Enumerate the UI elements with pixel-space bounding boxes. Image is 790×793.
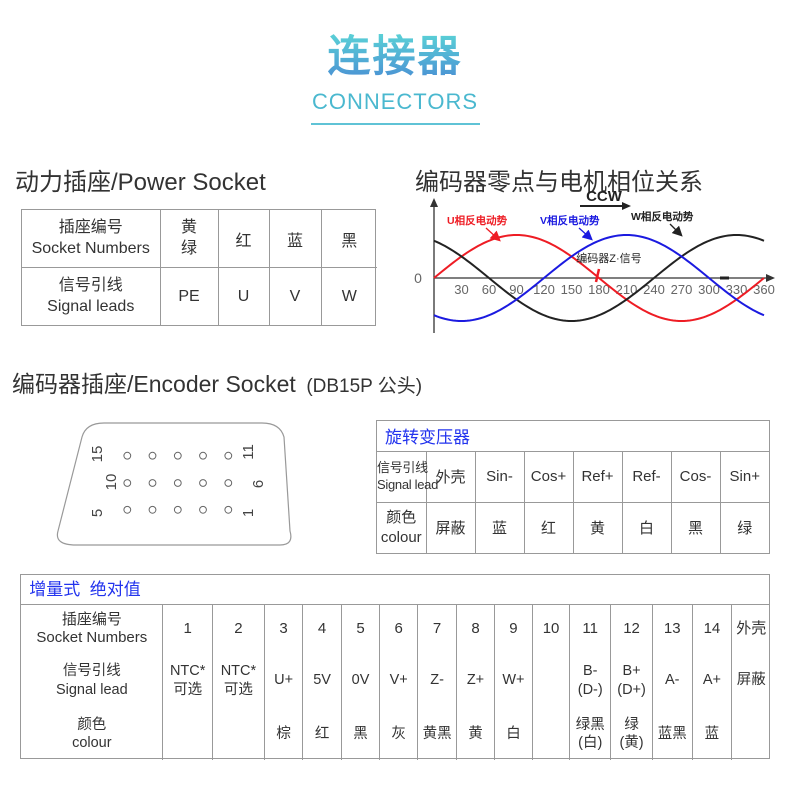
svg-text:编码器Z·信号: 编码器Z·信号 (576, 251, 641, 265)
svg-text:60: 60 (482, 282, 496, 297)
svg-text:0: 0 (414, 270, 422, 286)
svg-text:150: 150 (561, 282, 583, 297)
svg-text:V相反电动势: V相反电动势 (540, 214, 600, 227)
svg-text:CCW: CCW (586, 188, 623, 205)
svg-text:30: 30 (454, 282, 468, 297)
svg-text:W相反电动势: W相反电动势 (631, 210, 694, 223)
svg-text:270: 270 (671, 282, 693, 297)
svg-text:U相反电动势: U相反电动势 (447, 214, 508, 227)
